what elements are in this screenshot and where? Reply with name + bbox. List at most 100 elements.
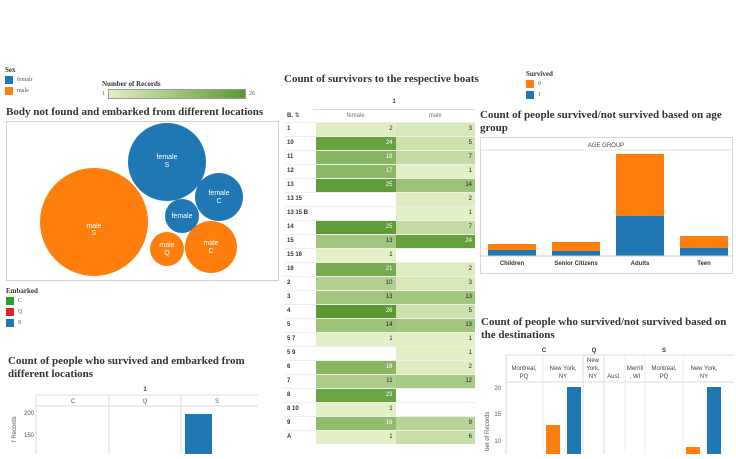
heatmap-cell-female[interactable]: 18 [315, 150, 396, 164]
heatmap-row: 13 25 14 [284, 178, 475, 192]
heatmap-cell-male[interactable]: 7 [395, 150, 475, 164]
heatmap-cell-male[interactable] [396, 388, 475, 402]
heatmap-row: 15 16 1 [284, 248, 475, 262]
heatmap-cell-male[interactable]: 1 [395, 346, 475, 360]
age-bar-teen-1[interactable] [680, 248, 728, 256]
heatmap-cell-female[interactable]: 26 [315, 304, 396, 318]
heatmap-cell-female[interactable]: 1 [315, 430, 396, 444]
age-bar-adults-0[interactable] [616, 154, 664, 216]
heatmap-cell-female[interactable]: 18 [315, 360, 396, 374]
heatmap-cell-male[interactable]: 1 [395, 206, 475, 220]
heatmap-title: Count of survivors to the respective boa… [284, 73, 479, 85]
heatmap-row-label: 3 [287, 294, 291, 300]
bubble-female-c[interactable]: female C [195, 173, 243, 221]
heatmap-cell-male[interactable] [396, 402, 475, 416]
heatmap-cell-female[interactable]: 2 [315, 122, 396, 136]
heatmap-row: 7 11 12 [284, 374, 475, 388]
heatmap-cell-female[interactable] [316, 346, 396, 360]
heatmap-cell-male[interactable]: 2 [395, 192, 475, 206]
heatmap-cell-female[interactable]: 1 [315, 332, 396, 346]
heatmap-cell-female[interactable]: 25 [315, 220, 396, 234]
age-bar-children-0[interactable] [488, 244, 536, 250]
age-cat-senior: Senior Citizens [554, 261, 598, 267]
heatmap-cell-female[interactable]: 25 [315, 178, 396, 192]
heatmap-cell-female[interactable] [316, 206, 396, 220]
age-cat-adults: Adults [631, 261, 650, 267]
age-bar-teen-0[interactable] [680, 236, 728, 248]
bubble-female-s[interactable]: female S [128, 123, 206, 201]
heatmap-row: 13 15 B 1 [284, 206, 475, 220]
bubble-male-c[interactable]: male C [185, 221, 237, 273]
sex-legend-title: Sex [5, 66, 16, 74]
heatmap-row: 12 17 1 [284, 164, 475, 178]
age-bar-senior-1[interactable] [552, 251, 600, 256]
heatmap-row: 13 15 2 [284, 192, 475, 206]
swatch-blue [5, 75, 13, 84]
heatmap-cell-male[interactable]: 13 [395, 290, 475, 304]
age-bar-children-1[interactable] [488, 250, 536, 256]
age-bar-adults-1[interactable] [616, 216, 664, 256]
heatmap-cell-male[interactable]: 6 [395, 430, 475, 444]
bubble-male-s[interactable]: male S [40, 168, 148, 276]
heatmap-row-header-label: B. [287, 113, 293, 120]
heatmap-row: 2 10 3 [284, 276, 475, 290]
bubble-male-q[interactable]: male Q [150, 232, 184, 266]
heatmap-cell-male[interactable]: 3 [395, 122, 475, 136]
heatmap-cell-female[interactable]: 13 [315, 290, 396, 304]
bubble-female-q[interactable]: female [165, 199, 199, 233]
dest-bar-ny-s-0[interactable] [686, 447, 700, 454]
heatmap-cell-male[interactable]: 5 [395, 136, 475, 150]
heatmap-cell-male[interactable]: 13 [395, 318, 475, 332]
heatmap-cell-male[interactable] [396, 248, 475, 262]
bubble-label: female [156, 154, 177, 161]
heatmap-cell-female[interactable]: 16 [315, 416, 396, 430]
heatmap-cell-male[interactable]: 7 [395, 220, 475, 234]
dest-tick: 20 [494, 386, 501, 392]
heatmap-cell-female[interactable]: 17 [315, 164, 396, 178]
embark-bar-s[interactable] [185, 414, 212, 454]
heatmap-cell-female[interactable]: 24 [315, 136, 396, 150]
heatmap-cell-female[interactable]: 1 [315, 402, 396, 416]
dest-port-c: C [542, 348, 547, 354]
heatmap-cell-female[interactable] [316, 192, 396, 206]
heatmap-cell-male[interactable]: 12 [395, 374, 475, 388]
embark-tick: 200 [24, 411, 35, 417]
embark-chart-svg: 1 C Q S f Records 200 150 [12, 387, 258, 454]
heatmap-cell-male[interactable]: 9 [395, 416, 475, 430]
legend-item-q: Q [6, 306, 38, 317]
legend-item-female: femalr [5, 74, 33, 85]
heatmap-cell-male[interactable]: 1 [395, 332, 475, 346]
heatmap-row: 15 13 24 [284, 234, 475, 248]
heatmap-row-label: 15 [287, 238, 294, 244]
sort-icon[interactable]: ⇅ [294, 113, 300, 120]
heatmap-cell-male[interactable]: 3 [395, 276, 475, 290]
heatmap-cell-male[interactable]: 14 [395, 178, 475, 192]
heatmap-row-label: 13 15 B [287, 210, 309, 216]
heatmap-col-female: female [346, 112, 365, 119]
heatmap-cell-female[interactable]: 23 [315, 388, 396, 402]
heatmap-cell-male[interactable]: 24 [395, 234, 475, 248]
heatmap-cell-male[interactable]: 2 [395, 360, 475, 374]
age-chart: AGE GROUP Children Senior Citizens Adult… [480, 137, 733, 274]
embark-chart-title-line2: different locations [8, 368, 94, 380]
bubble-label: C [216, 198, 221, 205]
heatmap-cell-female[interactable]: 13 [315, 234, 396, 248]
heatmap-row-label: 14 [287, 224, 294, 230]
heatmap-cell-male[interactable]: 5 [395, 304, 475, 318]
heatmap-header: 1 [313, 95, 475, 110]
heatmap-cell-female[interactable]: 14 [315, 318, 396, 332]
heatmap-cell-female[interactable]: 10 [315, 276, 396, 290]
heatmap-cell-female[interactable]: 21 [315, 262, 396, 276]
heatmap-cell-female[interactable]: 1 [315, 248, 396, 262]
heatmap-cell-male[interactable]: 2 [395, 262, 475, 276]
bubble-label: S [165, 162, 170, 169]
records-legend: Number of Records 1 26 [102, 80, 272, 99]
heatmap-cell-male[interactable]: 1 [395, 164, 475, 178]
dest-bar-ny-c-0[interactable] [546, 425, 560, 454]
swatch-orange [526, 79, 534, 88]
dest-bar-ny-c-1[interactable] [567, 387, 581, 454]
age-bar-senior-0[interactable] [552, 242, 600, 251]
heatmap-cell-female[interactable]: 11 [315, 374, 396, 388]
dest-bar-ny-s-1[interactable] [707, 387, 721, 454]
